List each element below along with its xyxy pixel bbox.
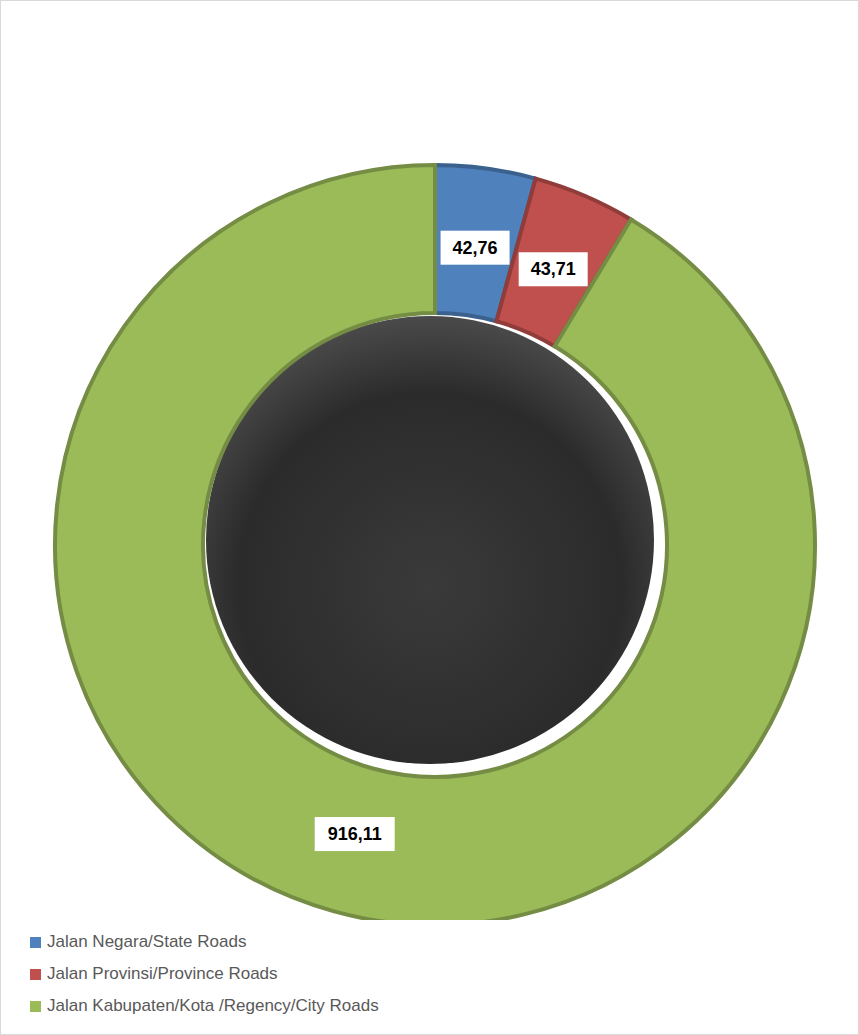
html-text:Jalan Provinsi/Province Roads: Jalan Provinsi/Province Roads	[47, 964, 278, 983]
svg-text:42,76: 42,76	[453, 238, 498, 258]
svg-text:43,71: 43,71	[531, 259, 576, 279]
svg-text:916,11: 916,11	[328, 824, 382, 844]
html-text:Jalan Negara/State Roads: Jalan Negara/State Roads	[47, 932, 247, 951]
html-text:Jalan Kabupaten/Kota /Regency/: Jalan Kabupaten/Kota /Regency/City Roads	[47, 996, 379, 1015]
